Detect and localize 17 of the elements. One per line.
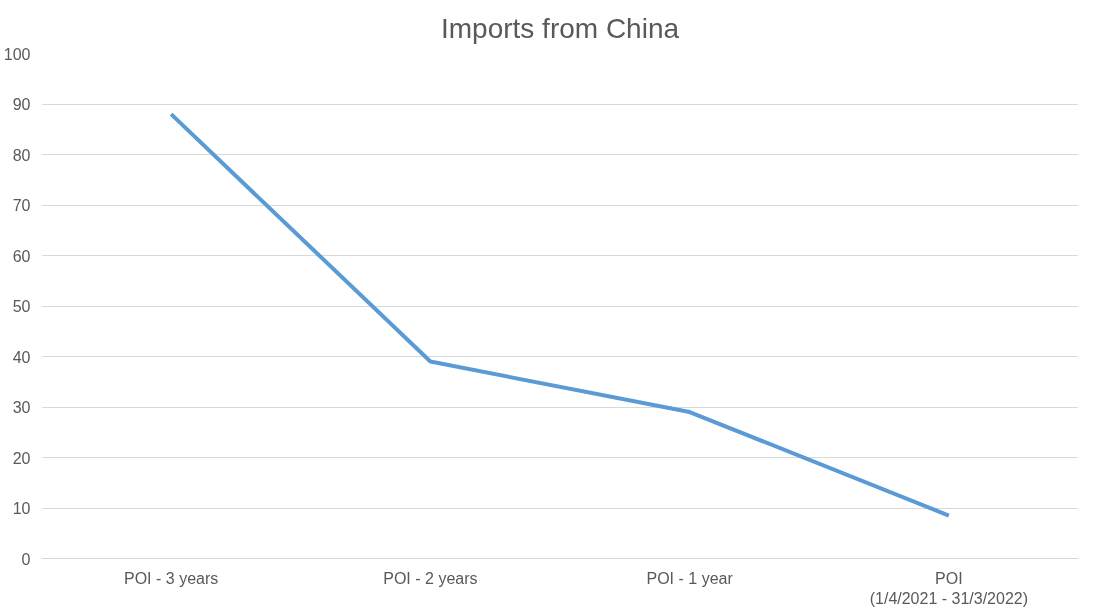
x-tick-label: POI - 2 years (383, 569, 478, 587)
x-tick-label: POI - 1 year (646, 569, 734, 587)
y-tick-label: 0 (21, 550, 31, 568)
chart-title: Imports from China (440, 12, 680, 44)
x-tick-label: POI - 3 years (124, 569, 219, 587)
y-tick-label: 30 (12, 399, 31, 416)
y-tick-label: 90 (12, 96, 31, 113)
line-series (169, 112, 951, 518)
y-tick-label: 100 (3, 45, 31, 63)
y-tick-label: 20 (12, 449, 31, 467)
y-tick-label: 70 (12, 197, 31, 214)
y-tick-label: 80 (12, 146, 31, 164)
y-tick-label: 40 (12, 348, 31, 366)
y-tick-label: 60 (12, 247, 31, 265)
y-tick-label: 50 (12, 298, 31, 315)
x-tick-label: POI (1/4/2021 - 31/3/2022) (869, 569, 1029, 607)
y-tick-label: 10 (12, 500, 31, 517)
